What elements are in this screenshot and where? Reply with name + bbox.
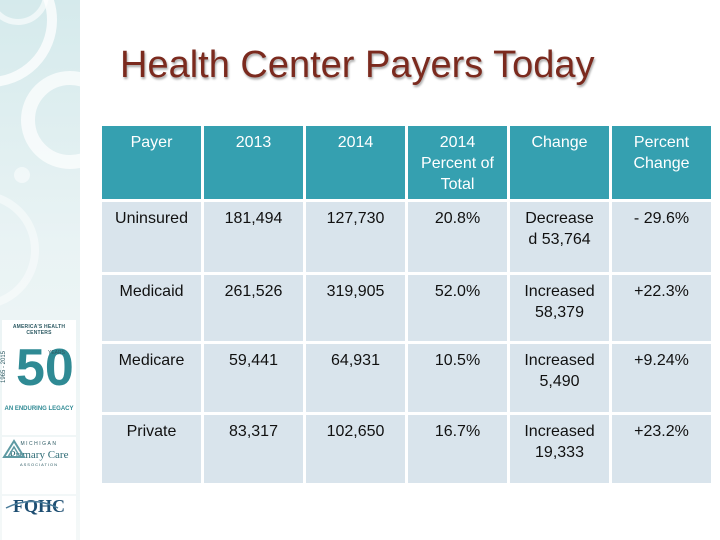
anniversary-logo: AMERICA'S HEALTH CENTERS 1965 - 2015 50 … (1, 320, 76, 435)
table-row: Private 83,317 102,650 16.7% Increased 1… (102, 415, 711, 483)
fqhc-arc-icon (5, 500, 59, 509)
cell-percent-change: +23.2% (612, 415, 711, 483)
payers-table: Payer 2013 2014 2014 Percent of Total Ch… (99, 123, 714, 486)
cell-change: Increased 19,333 (510, 415, 609, 483)
cell-2013: 181,494 (204, 202, 303, 272)
cell-2014-percent: 52.0% (408, 275, 507, 341)
mpca-line3: ASSOCIATION (19, 462, 59, 467)
cell-2014: 102,650 (306, 415, 405, 483)
cell-2013: 83,317 (204, 415, 303, 483)
cell-change: Increased 58,379 (510, 275, 609, 341)
mpca-emblem-icon (2, 439, 26, 458)
fqhc-logo: FQHC (2, 496, 76, 540)
table-row: Uninsured 181,494 127,730 20.8% Decrease… (102, 202, 711, 272)
header-2013: 2013 (204, 126, 303, 199)
table-row: Medicaid 261,526 319,905 52.0% Increased… (102, 275, 711, 341)
fqhc-text: FQHC (13, 496, 65, 516)
decorative-sidebar: AMERICA'S HEALTH CENTERS 1965 - 2015 50 … (0, 0, 80, 540)
cell-2014: 319,905 (306, 275, 405, 341)
anniversary-bottom-text: AN ENDURING LEGACY (4, 406, 74, 412)
cell-change: Increased 5,490 (510, 344, 609, 412)
cell-change: Decrease d 53,764 (510, 202, 609, 272)
table-row: Medicare 59,441 64,931 10.5% Increased 5… (102, 344, 711, 412)
cell-percent-change: +9.24% (612, 344, 711, 412)
cell-2014-percent: 20.8% (408, 202, 507, 272)
header-percent-change: Percent Change (612, 126, 711, 199)
cell-2014-percent: 10.5% (408, 344, 507, 412)
cell-payer: Medicare (102, 344, 201, 412)
anniversary-emblem: 1965 - 2015 50 YEARS (1, 336, 76, 406)
header-change: Change (510, 126, 609, 199)
anniversary-top-text: AMERICA'S HEALTH CENTERS (12, 324, 66, 336)
header-payer: Payer (102, 126, 201, 199)
anniversary-number: 50 (16, 339, 74, 397)
cell-2014-percent: 16.7% (408, 415, 507, 483)
cell-2013: 59,441 (204, 344, 303, 412)
mpca-logo: MICHIGAN Primary Care ASSOCIATION (2, 437, 76, 494)
table-header-row: Payer 2013 2014 2014 Percent of Total Ch… (102, 126, 711, 199)
decorative-circles (0, 0, 80, 306)
cell-payer: Private (102, 415, 201, 483)
cell-2013: 261,526 (204, 275, 303, 341)
cell-2014: 64,931 (306, 344, 405, 412)
cell-payer: Medicaid (102, 275, 201, 341)
slide-title: Health Center Payers Today (120, 44, 595, 86)
cell-percent-change: +22.3% (612, 275, 711, 341)
anniversary-years-label: YEARS (48, 350, 65, 356)
cell-2014: 127,730 (306, 202, 405, 272)
cell-payer: Uninsured (102, 202, 201, 272)
header-2014-percent: 2014 Percent of Total (408, 126, 507, 199)
cell-percent-change: - 29.6% (612, 202, 711, 272)
anniversary-side-years: 1965 - 2015 (1, 350, 8, 384)
header-2014: 2014 (306, 126, 405, 199)
mpca-line1: MICHIGAN (20, 441, 58, 447)
